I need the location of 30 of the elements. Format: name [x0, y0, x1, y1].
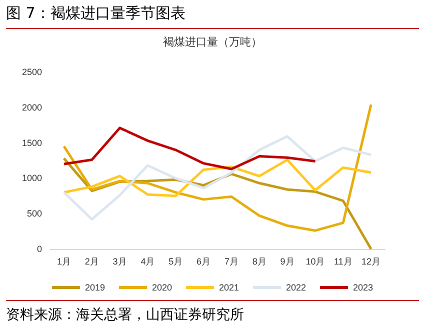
- line-series: [62, 158, 372, 198]
- chart-subtitle: 褐煤进口量（万吨）: [163, 36, 262, 48]
- x-tick-label: 7月: [224, 256, 238, 266]
- x-tick-label: 5月: [168, 256, 183, 266]
- chart-title: 图 7：褐煤进口量季节图表: [6, 4, 419, 29]
- x-tick-label: 11月: [334, 256, 352, 266]
- legend-label: 2023: [353, 282, 374, 292]
- legend-label: 2020: [152, 282, 172, 292]
- line-series: [62, 103, 372, 232]
- y-tick-label: 1500: [22, 138, 42, 148]
- x-tick-label: 12月: [362, 256, 381, 266]
- text: 资料来源：海关总署，山西证券研究所: [6, 300, 419, 324]
- x-tick-label: 3月: [112, 256, 127, 266]
- y-tick-label: 0: [36, 244, 42, 254]
- legend-label: 2022: [286, 282, 306, 292]
- y-tick-label: 2500: [22, 67, 42, 77]
- x-tick-label: 2月: [84, 256, 99, 266]
- line-series: [62, 126, 316, 170]
- legend-label: 2019: [84, 282, 105, 292]
- x-tick-label: 1月: [56, 256, 71, 266]
- y-tick-label: 2000: [22, 102, 42, 112]
- line-series: [62, 135, 372, 221]
- y-tick-label: 500: [26, 208, 42, 219]
- legend-label: 2021: [218, 282, 240, 292]
- x-tick-label: 4月: [140, 256, 155, 266]
- x-tick-label: 6月: [196, 256, 211, 266]
- y-tick-label: 1000: [22, 173, 42, 184]
- x-tick-label: 10月: [306, 256, 325, 266]
- x-tick-label: 8月: [252, 256, 266, 266]
- x-tick-label: 9月: [280, 256, 294, 266]
